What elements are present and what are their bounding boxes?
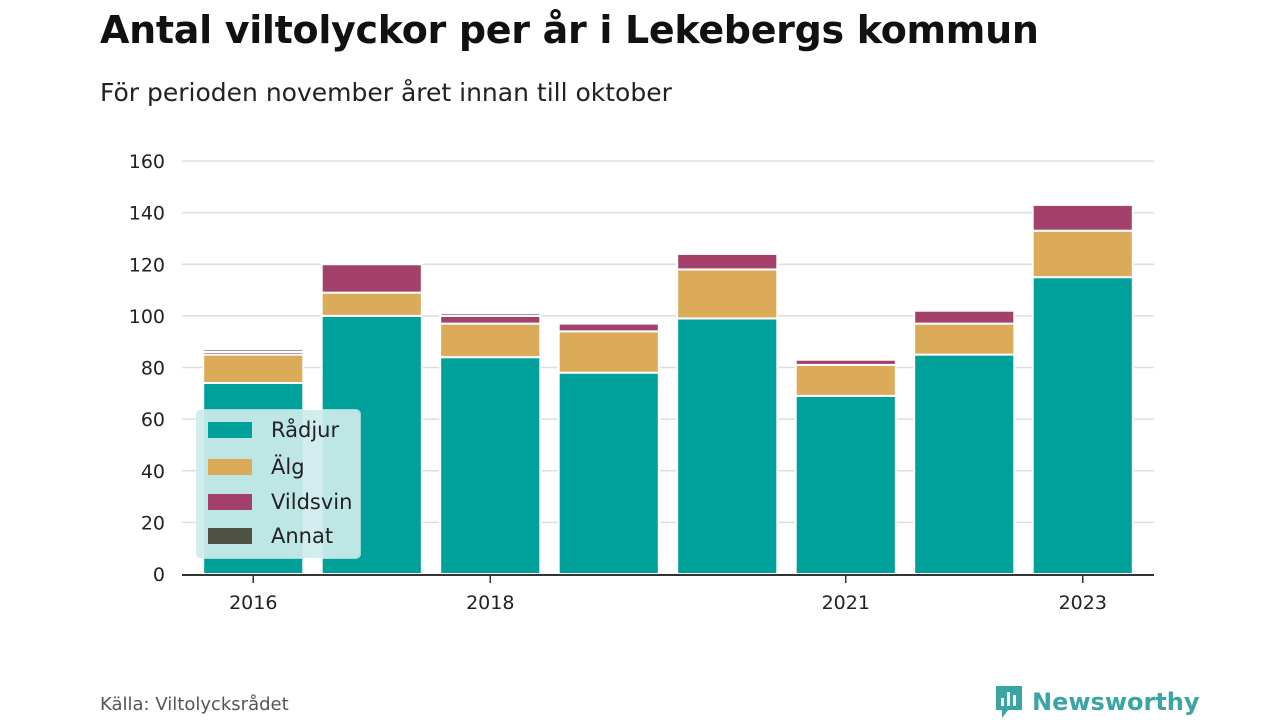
x-tick-label-2016: 2016 (229, 592, 277, 614)
legend-label-alg: Älg (271, 455, 305, 479)
y-tick-label-40: 40 (141, 461, 165, 483)
brand-name: Newsworthy (1032, 688, 1200, 716)
bar-radjur-2020 (676, 317, 779, 575)
brand-logo[interactable]: Newsworthy (994, 684, 1200, 720)
bar-alg-2020 (676, 268, 779, 320)
bar-radjur-2018 (439, 356, 542, 575)
y-tick-label-60: 60 (141, 409, 165, 431)
legend-swatch-vildsvin (208, 494, 252, 510)
bar-radjur-2019 (557, 371, 660, 575)
bar-radjur-2023 (1031, 276, 1134, 575)
bar-alg-2023 (1031, 229, 1134, 279)
axes: 0 20 40 60 80 100 120 140 160 2016 2018 2021 2023 (129, 151, 1154, 614)
y-tick-label-80: 80 (141, 358, 165, 380)
legend-label-annat: Annat (271, 524, 334, 548)
x-tick-label-2023: 2023 (1059, 592, 1107, 614)
legend: Rådjur Älg Vildsvin Annat (196, 410, 360, 558)
bar-alg-2016 (202, 353, 305, 384)
bar-radjur-2022 (913, 353, 1016, 575)
bar-vildsvin-2020 (676, 252, 779, 271)
legend-swatch-annat (208, 528, 252, 544)
bar-alg-2019 (557, 330, 660, 374)
bar-radjur-2021 (794, 394, 897, 575)
bar-annat-2016 (202, 348, 305, 354)
legend-item-radjur: Rådjur (208, 415, 339, 445)
bar-alg-2021 (794, 363, 897, 397)
bars (202, 203, 1134, 575)
bar-vildsvin-2021 (794, 358, 897, 366)
y-tick-label-20: 20 (141, 512, 165, 534)
chart-title: Antal viltolyckor per år i Lekebergs kom… (100, 8, 1039, 52)
legend-label-vildsvin: Vildsvin (271, 490, 353, 514)
chart-subtitle: För perioden november året innan till ok… (100, 78, 672, 107)
bar-vildsvin-2017 (320, 263, 423, 294)
bar-vildsvin-2023 (1031, 203, 1134, 232)
y-tick-label-160: 160 (129, 151, 165, 173)
bar-alg-2017 (320, 291, 423, 317)
legend-item-vildsvin: Vildsvin (208, 487, 352, 517)
x-tick-label-2018: 2018 (466, 592, 514, 614)
legend-item-alg: Älg (208, 452, 305, 482)
bar-annat-2018 (439, 312, 542, 317)
bar-alg-2022 (913, 322, 1016, 356)
y-tick-label-140: 140 (129, 203, 165, 225)
y-tick-label-100: 100 (129, 306, 165, 328)
bar-vildsvin-2022 (913, 309, 1016, 325)
legend-swatch-radjur (208, 422, 252, 438)
bar-alg-2018 (439, 322, 542, 359)
y-tick-label-120: 120 (129, 254, 165, 276)
source-note: Källa: Viltolycksrådet (100, 694, 289, 715)
legend-label-radjur: Rådjur (271, 418, 340, 442)
legend-swatch-alg (208, 459, 252, 475)
newsworthy-chart-icon (996, 686, 1022, 718)
y-tick-label-0: 0 (153, 564, 165, 586)
x-tick-label-2021: 2021 (822, 592, 870, 614)
legend-item-annat: Annat (208, 521, 333, 551)
bar-vildsvin-2019 (557, 322, 660, 333)
bar-vildsvin-2018 (439, 314, 542, 325)
